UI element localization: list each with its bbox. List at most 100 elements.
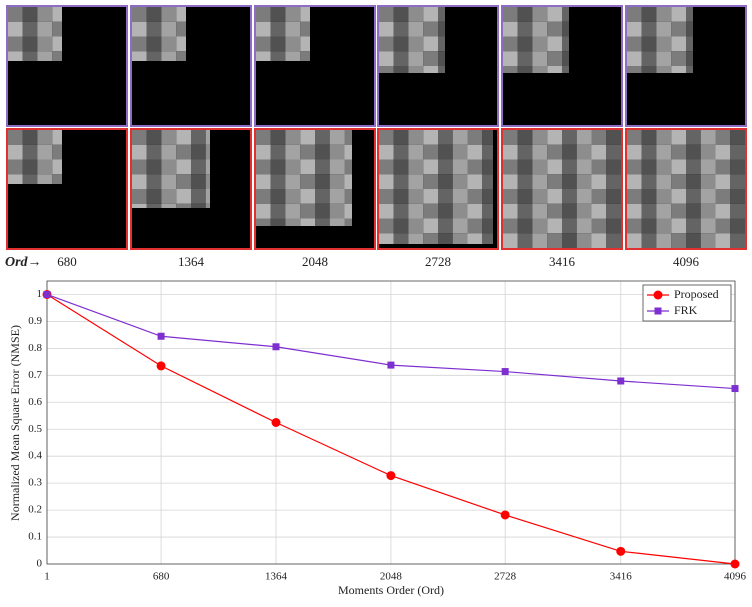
image-tile <box>671 21 686 37</box>
image-tile <box>656 21 672 37</box>
image-tile <box>8 130 23 145</box>
image-tile <box>517 174 533 189</box>
image-tile <box>408 144 424 160</box>
image-tile <box>438 21 445 37</box>
image-tile <box>591 130 607 145</box>
image-tile <box>344 159 352 175</box>
image-tile <box>205 174 210 189</box>
image-tile <box>52 174 62 184</box>
image-tile <box>191 130 206 145</box>
image-tile <box>730 144 745 160</box>
image-tile <box>671 203 686 219</box>
image-tile <box>132 189 147 204</box>
image-tile <box>300 144 315 160</box>
image-tile <box>656 7 672 22</box>
row-label: Ord→ <box>5 255 42 270</box>
image-tile <box>467 174 483 189</box>
image-tile <box>132 21 147 37</box>
image-tile <box>379 7 394 22</box>
image-tile <box>730 203 745 219</box>
image-tile <box>686 7 693 22</box>
image-tile <box>329 144 345 160</box>
image-tile <box>591 159 607 175</box>
image-tile <box>132 36 147 52</box>
image-tile <box>379 21 394 37</box>
image-tile <box>656 144 672 160</box>
image-tile <box>641 218 657 234</box>
image-tile <box>627 159 642 175</box>
image-tile <box>146 174 162 189</box>
image-tile <box>700 144 716 160</box>
x-tick-label: 2728 <box>494 571 517 583</box>
image-tile <box>656 130 672 145</box>
image-tile <box>393 51 409 66</box>
image-tile <box>344 144 352 160</box>
image-tile <box>52 51 62 61</box>
image-tile <box>205 144 210 160</box>
image-tile <box>438 130 453 145</box>
image-tile <box>393 7 409 22</box>
image-tile <box>606 218 621 234</box>
point <box>617 377 625 385</box>
image-tile <box>315 203 330 219</box>
image-tile <box>344 189 352 204</box>
image-tile <box>627 7 642 22</box>
column-label: 1364 <box>178 254 205 269</box>
image-tile <box>256 174 271 189</box>
image-tile <box>270 144 286 160</box>
image-tile <box>606 159 621 175</box>
image-tile <box>591 174 607 189</box>
image-tile <box>423 21 438 37</box>
image-tile <box>37 51 53 61</box>
image-tile <box>438 51 445 66</box>
legend-marker <box>653 290 663 300</box>
image-tile <box>641 51 657 66</box>
image-tile <box>393 130 409 145</box>
legend-label: FRK <box>674 303 698 317</box>
image-tile <box>344 218 352 226</box>
image-tile <box>656 233 672 248</box>
image-tile <box>423 7 438 22</box>
image-tile <box>641 174 657 189</box>
image-tile <box>37 174 53 184</box>
image-tile <box>256 189 271 204</box>
image-tile <box>161 21 177 37</box>
image-tile <box>715 144 731 160</box>
plot-frame <box>46 280 736 565</box>
image-tile <box>503 233 518 248</box>
image-tile <box>379 174 394 189</box>
x-tick-label: 680 <box>153 571 170 583</box>
y-tick-label: 0.1 <box>28 531 42 543</box>
image-tile <box>285 174 301 189</box>
image-tile <box>452 174 468 189</box>
image-tile <box>344 130 352 145</box>
image-tile <box>256 144 271 160</box>
image-tile <box>576 130 592 145</box>
image-tile <box>547 159 562 175</box>
image-tile <box>205 189 210 204</box>
image-tile <box>686 21 693 37</box>
image-tile <box>256 36 271 52</box>
image-tile <box>408 36 424 52</box>
image-tile <box>503 159 518 175</box>
image-tile <box>730 233 745 248</box>
image-tile <box>700 174 716 189</box>
image-tile <box>532 66 548 73</box>
image-tile <box>532 36 548 52</box>
image-tile <box>532 144 548 160</box>
image-tile <box>482 130 493 145</box>
image-tile <box>270 203 286 219</box>
image-tile <box>641 21 657 37</box>
image-tile <box>482 203 493 219</box>
image-tile <box>715 218 731 234</box>
image-tile <box>161 7 177 22</box>
image-tile <box>393 174 409 189</box>
image-tile <box>562 7 569 22</box>
image-tile <box>438 233 453 244</box>
image-tile <box>517 218 533 234</box>
image-tile <box>467 130 483 145</box>
image-tile <box>562 66 569 73</box>
image-tile <box>22 36 38 52</box>
image-tile <box>191 174 206 189</box>
image-tile <box>641 66 657 73</box>
